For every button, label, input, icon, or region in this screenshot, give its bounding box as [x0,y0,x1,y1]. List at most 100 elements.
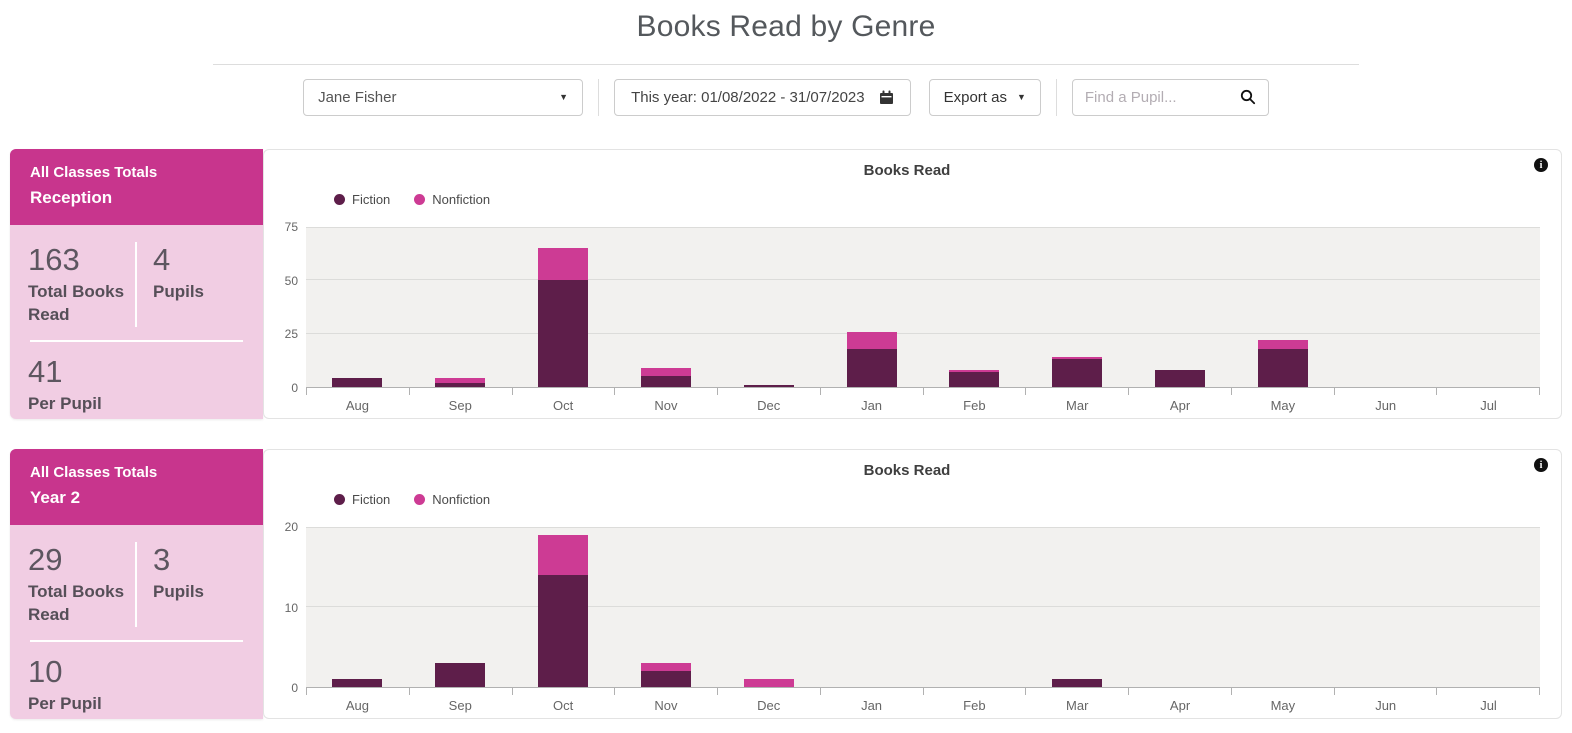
chart-card: Books Read i Fiction Nonfiction 0 10 20 Aug… [263,449,1562,719]
fiction-segment[interactable] [949,372,1000,387]
info-icon[interactable]: i [1534,158,1548,172]
chart-title: Books Read [863,462,951,479]
legend-item-fiction[interactable]: Fiction [334,192,390,207]
nonfiction-segment[interactable] [538,248,589,281]
legend-item-nonfiction[interactable]: Nonfiction [414,492,490,507]
fiction-segment[interactable] [538,575,589,687]
stacked-bar-may[interactable] [1258,527,1308,687]
stacked-bar-jul[interactable] [1464,527,1514,687]
stacked-bar-apr[interactable] [1155,227,1206,387]
x-axis-ticks [306,688,1540,695]
date-range-label: This year: 01/08/2022 - 31/07/2023 [631,88,865,106]
chart-legend: Fiction Nonfiction [334,191,1540,207]
stacked-bar-feb[interactable] [949,527,999,687]
fiction-segment[interactable] [1052,359,1103,387]
stacked-bar-jan[interactable] [847,527,897,687]
date-range-picker[interactable]: This year: 01/08/2022 - 31/07/2023 [614,78,911,116]
stacked-bar-jun[interactable] [1361,227,1411,387]
nonfiction-segment[interactable] [846,331,897,349]
nonfiction-legend-dot-icon [414,493,426,505]
x-tick-label: May [1270,698,1296,713]
bar-slot-may [1231,527,1334,687]
bar-slot-nov [614,227,717,387]
fiction-segment[interactable] [846,348,897,387]
nonfiction-segment[interactable] [743,679,794,687]
nonfiction-segment[interactable] [1257,340,1308,349]
summary-group-label: All Classes Totals [30,464,158,481]
stacked-bar-aug[interactable] [332,227,383,387]
bar-slot-nov [614,527,717,687]
nonfiction-segment[interactable] [538,535,589,575]
title-divider [213,64,1359,65]
stacked-bar-may[interactable] [1257,227,1308,387]
stacked-bar-sep[interactable] [435,527,486,687]
legend-item-fiction[interactable]: Fiction [334,492,390,507]
summary-card: All Classes Totals Year 2 29 Total Books… [10,449,263,719]
stacked-bar-oct[interactable] [538,227,589,387]
x-tick-label: Apr [1169,698,1191,713]
x-tick-label: Mar [1066,398,1089,413]
stacked-bar-nov[interactable] [640,227,691,387]
stacked-bar-jan[interactable] [846,227,897,387]
x-tick [511,688,615,695]
stacked-bar-mar[interactable] [1052,227,1103,387]
legend-item-nonfiction[interactable]: Nonfiction [414,192,490,207]
stacked-bar-aug[interactable] [332,527,383,687]
x-tick [306,388,409,395]
nonfiction-segment[interactable] [435,378,486,383]
stacked-bar-nov[interactable] [640,527,691,687]
stacked-bar-oct[interactable] [538,527,589,687]
stacked-bar-dec[interactable] [743,227,794,387]
info-icon[interactable]: i [1534,458,1548,472]
fiction-segment[interactable] [640,671,691,687]
search-icon[interactable] [1240,89,1256,105]
stacked-bar-dec[interactable] [743,527,794,687]
y-axis: 0 10 20 [274,521,306,694]
nonfiction-legend-dot-icon [414,193,426,205]
fiction-segment[interactable] [1257,348,1308,387]
export-as-button[interactable]: Export as ▼ [928,78,1041,116]
fiction-segment[interactable] [538,280,589,387]
teacher-select[interactable]: Jane Fisher ▼ [303,78,584,116]
nonfiction-segment[interactable] [949,369,1000,373]
stacked-bar-sep[interactable] [435,227,486,387]
stacked-bar-mar[interactable] [1052,527,1103,687]
fiction-segment[interactable] [332,679,383,687]
summary-group-label: All Classes Totals [30,164,158,181]
x-tick-label: Jan [861,698,883,713]
stacked-bar-feb[interactable] [949,227,1000,387]
pupil-search-box[interactable] [1071,78,1269,116]
fiction-segment[interactable] [435,663,486,687]
stacked-bar-apr[interactable] [1155,527,1205,687]
x-tick [306,688,409,695]
bar-slot-may [1231,227,1334,387]
stacked-bar-chart: 0 10 20 Aug Sep Oct Nov Dec Jan Feb Mar Apr May Jun J… [274,521,1540,713]
fiction-segment[interactable] [640,376,691,387]
fiction-segment[interactable] [332,378,383,387]
x-axis-labels: Aug Sep Oct Nov Dec Jan Feb Mar Apr May Jun Jul [306,398,1540,413]
fiction-segment[interactable] [1155,369,1206,387]
summary-class-name: Year 2 [30,488,81,507]
fiction-segment[interactable] [743,384,794,387]
legend-label: Nonfiction [432,491,491,507]
fiction-segment[interactable] [435,382,486,387]
gridline [306,279,1540,281]
pupil-search-input[interactable] [1084,88,1225,106]
export-as-label: Export as [943,88,1007,106]
nonfiction-segment[interactable] [640,663,691,671]
x-tick-label: Jul [1480,398,1497,413]
page-title: Books Read by Genre [636,10,936,43]
stacked-bar-jun[interactable] [1361,527,1411,687]
stacked-bar-jul[interactable] [1464,227,1514,387]
nonfiction-segment[interactable] [1052,357,1103,360]
bar-slot-jul [1437,227,1540,387]
x-tick [614,688,717,695]
fiction-segment[interactable] [1052,679,1103,687]
legend-label: Fiction [352,191,391,207]
nonfiction-segment[interactable] [640,367,691,377]
total-books-label: Total Books Read [28,281,125,325]
pupils-label: Pupils [153,581,205,601]
bar-slot-mar [1026,227,1129,387]
x-tick-label: Nov [654,398,678,413]
plot-area [306,227,1540,388]
